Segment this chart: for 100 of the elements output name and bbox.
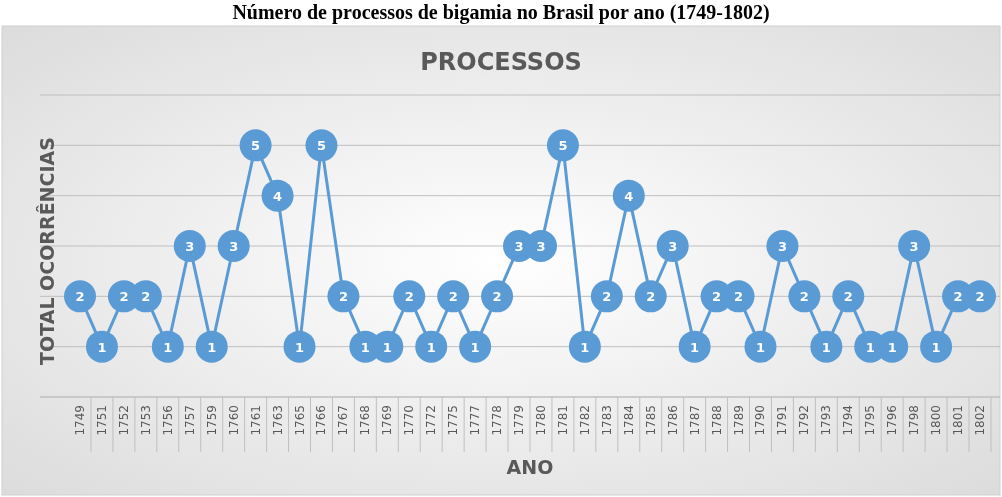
data-label: 1 — [426, 339, 436, 355]
x-tick-label: 1793 — [819, 405, 834, 436]
x-tick-label: 1757 — [182, 405, 197, 436]
x-tick-label: 1765 — [292, 405, 307, 436]
data-label: 3 — [668, 239, 678, 254]
x-tick-label: 1763 — [270, 405, 285, 436]
x-axis-title: ANO — [506, 456, 554, 478]
x-tick-label: 1785 — [643, 405, 658, 436]
data-label: 1 — [755, 339, 766, 355]
data-label: 2 — [843, 289, 853, 305]
data-label: 2 — [975, 289, 985, 305]
point — [810, 330, 843, 363]
data-label: 2 — [119, 289, 129, 305]
data-label: 1 — [821, 339, 831, 355]
x-tick-label: 1766 — [314, 405, 329, 436]
x-tick-label: 1779 — [512, 405, 527, 436]
point — [217, 230, 250, 262]
data-label: 2 — [953, 289, 963, 305]
data-label: 2 — [141, 289, 151, 305]
x-tick-label: 1802 — [973, 405, 987, 436]
x-tick-label: 1769 — [380, 405, 395, 436]
data-label: 2 — [712, 289, 722, 305]
x-tick-label: 1778 — [490, 405, 505, 436]
data-label: 2 — [338, 289, 348, 305]
point — [568, 330, 601, 363]
x-tick-label: 1782 — [577, 405, 592, 436]
data-label: 1 — [163, 339, 173, 355]
data-label: 1 — [887, 339, 897, 355]
data-label: 1 — [865, 339, 875, 355]
x-tick-label: 1789 — [731, 405, 746, 436]
x-tick-label: 1791 — [775, 405, 790, 436]
data-label: 2 — [734, 289, 744, 305]
point — [195, 330, 228, 363]
point — [920, 330, 953, 363]
point — [612, 179, 645, 212]
data-label: 1 — [470, 339, 480, 355]
x-tick-label: 1772 — [424, 405, 439, 436]
x-tick-label: 1796 — [885, 405, 900, 436]
data-label: 2 — [602, 289, 612, 305]
x-tick-label: 1761 — [248, 405, 263, 436]
data-label: 2 — [448, 289, 458, 305]
data-label: 3 — [777, 239, 787, 254]
x-tick-label: 1767 — [336, 405, 351, 436]
point — [678, 330, 711, 363]
x-tick-label: 1768 — [358, 405, 373, 436]
data-label: 1 — [294, 339, 305, 355]
data-label: 3 — [185, 239, 195, 254]
point — [788, 280, 821, 313]
point — [634, 280, 667, 313]
data-label: 4 — [624, 188, 634, 204]
x-tick-label: 1794 — [841, 405, 856, 436]
data-label: 2 — [404, 289, 414, 305]
point — [85, 330, 118, 363]
x-tick-label: 1788 — [709, 405, 724, 436]
point — [239, 129, 272, 162]
data-label: 2 — [799, 289, 809, 305]
point — [173, 230, 206, 262]
point — [766, 230, 799, 262]
x-tick-label: 1787 — [687, 405, 702, 436]
x-tick-label: 1795 — [863, 405, 878, 436]
x-tick-label: 1798 — [907, 405, 922, 436]
point — [898, 230, 931, 262]
x-tick-label: 1756 — [160, 405, 175, 436]
x-tick-label: 1792 — [797, 405, 812, 436]
data-label: 3 — [909, 239, 919, 254]
point — [305, 129, 338, 162]
data-label: 1 — [931, 339, 941, 355]
point — [261, 179, 294, 212]
point — [832, 280, 865, 313]
x-tick-label: 1749 — [73, 405, 87, 436]
data-label: 3 — [514, 239, 524, 254]
x-tick-label: 1781 — [555, 405, 570, 436]
point — [437, 280, 470, 313]
x-tick-label: 1770 — [402, 405, 417, 436]
x-tick-label: 1801 — [951, 405, 966, 436]
x-tick-label: 1752 — [116, 405, 131, 436]
x-tick-label: 1775 — [446, 405, 461, 436]
point — [393, 280, 426, 313]
data-label: 2 — [646, 289, 656, 305]
chart-title: Número de processos de bigamia no Brasil por ano (1749-1802) — [232, 1, 770, 24]
chart-subtitle: PROCESSOS — [420, 48, 582, 76]
x-tick-label: 1790 — [753, 405, 768, 436]
point — [546, 129, 579, 162]
x-tick-label: 1760 — [226, 405, 241, 436]
point — [656, 230, 689, 262]
x-tick-label: 1786 — [665, 405, 680, 436]
point — [283, 330, 316, 363]
point — [327, 280, 360, 313]
x-tick-label: 1759 — [204, 405, 219, 436]
point — [590, 280, 623, 313]
data-label: 1 — [580, 339, 590, 355]
data-label: 1 — [97, 339, 107, 355]
x-tick-label: 1753 — [138, 405, 153, 436]
data-label: 1 — [690, 339, 700, 355]
data-label: 5 — [316, 138, 326, 154]
point — [415, 330, 448, 363]
x-tick-label: 1800 — [929, 405, 944, 436]
data-label: 1 — [207, 339, 217, 355]
point — [459, 330, 492, 363]
x-tick-label: 1777 — [468, 405, 483, 436]
